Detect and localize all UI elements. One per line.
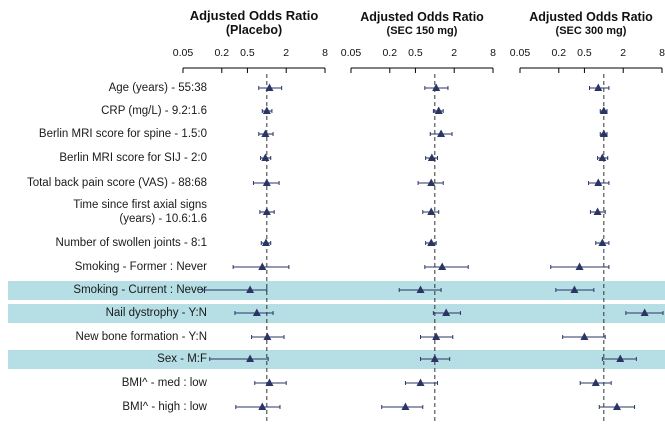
odds-ratio-marker [442, 308, 451, 316]
row-label: CRP (mg/L) - 9.2:1.6 [101, 105, 207, 117]
x-tick-label: 0.5 [408, 47, 423, 59]
odds-ratio-marker [580, 332, 589, 340]
x-tick-label: 0.2 [214, 47, 229, 59]
panel-title-line2: (SEC 300 mg) [555, 25, 627, 37]
row-highlight [8, 303, 665, 323]
row-label: BMI^ - med : low [121, 377, 207, 389]
panel-title: Adjusted Odds Ratio (Placebo) [153, 8, 355, 38]
odds-ratio-marker [246, 354, 255, 362]
odds-ratio-marker [416, 285, 425, 293]
odds-ratio-marker [575, 262, 584, 270]
odds-ratio-marker [258, 402, 267, 410]
row-label: Time since first axial signs (years) - 1… [73, 199, 207, 225]
panel-title-line2: (Placebo) [225, 23, 283, 37]
row-label: Nail dystrophy - Y:N [105, 307, 207, 319]
panel-title-line1: Adjusted Odds Ratio [189, 8, 319, 23]
odds-ratio-marker [263, 332, 272, 340]
x-tick-label: 0.5 [577, 47, 592, 59]
x-tick-label: 2 [283, 47, 289, 59]
panel-title: Adjusted Odds Ratio (SEC 150 mg) [321, 10, 523, 38]
x-tick-label: 0.5 [240, 47, 255, 59]
odds-ratio-marker [599, 129, 608, 137]
row-label: Number of swollen joints - 8:1 [55, 237, 207, 249]
odds-ratio-marker [434, 106, 443, 114]
odds-ratio-marker [262, 178, 271, 186]
x-tick-label: 8 [322, 47, 328, 59]
x-tick-label: 2 [620, 47, 626, 59]
odds-ratio-marker [427, 178, 436, 186]
odds-ratio-marker [262, 207, 271, 215]
row-highlight [8, 349, 665, 369]
panel-title: Adjusted Odds Ratio (SEC 300 mg) [490, 10, 665, 38]
odds-ratio-marker [416, 378, 425, 386]
row-label: BMI^ - high : low [122, 401, 207, 413]
x-tick-label: 0.05 [510, 47, 531, 59]
x-tick-label: 0.05 [341, 47, 362, 59]
odds-ratio-marker [265, 378, 274, 386]
x-tick-label: 0.2 [551, 47, 566, 59]
odds-ratio-marker [261, 153, 270, 161]
row-label: Age (years) - 55:38 [108, 82, 207, 94]
odds-ratio-marker [246, 285, 255, 293]
odds-ratio-marker [612, 402, 621, 410]
odds-ratio-marker [258, 262, 267, 270]
panel-title-line1: Adjusted Odds Ratio [360, 10, 484, 24]
odds-ratio-marker [570, 285, 579, 293]
odds-ratio-marker [599, 106, 608, 114]
odds-ratio-marker [427, 207, 436, 215]
row-highlight [8, 280, 665, 300]
odds-ratio-marker [616, 354, 625, 362]
row-label: Smoking - Former : Never [74, 261, 207, 273]
odds-ratio-marker [438, 262, 447, 270]
odds-ratio-marker [437, 129, 446, 137]
x-tick-label: 2 [451, 47, 457, 59]
odds-ratio-marker [432, 83, 441, 91]
odds-ratio-marker [640, 308, 649, 316]
odds-ratio-marker [432, 332, 441, 340]
row-label: Smoking - Current : Never [73, 284, 207, 296]
panel-title-line2: (SEC 150 mg) [386, 25, 458, 37]
row-label: New bone formation - Y:N [75, 331, 207, 343]
odds-ratio-marker [593, 207, 602, 215]
panel-title-line1: Adjusted Odds Ratio [529, 10, 653, 24]
x-tick-label: 8 [490, 47, 496, 59]
odds-ratio-marker [262, 106, 271, 114]
odds-ratio-marker [594, 178, 603, 186]
x-tick-label: 8 [659, 47, 665, 59]
row-label: Berlin MRI score for spine - 1.5:0 [38, 128, 207, 140]
x-tick-label: 0.2 [382, 47, 397, 59]
x-tick-label: 0.05 [173, 47, 194, 59]
row-label: Total back pain score (VAS) - 88:68 [26, 177, 207, 189]
odds-ratio-marker [598, 238, 607, 246]
odds-ratio-marker [430, 354, 439, 362]
odds-ratio-marker [261, 129, 270, 137]
odds-ratio-marker [252, 308, 261, 316]
odds-ratio-marker [598, 153, 607, 161]
odds-ratio-marker [594, 83, 603, 91]
odds-ratio-marker [261, 238, 270, 246]
odds-ratio-marker [427, 153, 436, 161]
odds-ratio-marker [591, 378, 600, 386]
row-label: Sex - M:F [157, 353, 207, 365]
odds-ratio-marker [427, 238, 436, 246]
odds-ratio-marker [401, 402, 410, 410]
row-label: Berlin MRI score for SIJ - 2:0 [59, 152, 207, 164]
odds-ratio-marker [265, 83, 274, 91]
